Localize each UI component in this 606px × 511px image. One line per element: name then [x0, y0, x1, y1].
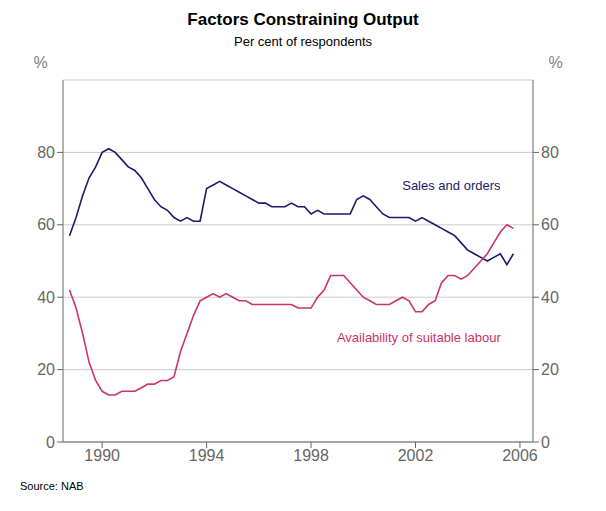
svg-text:80: 80 — [541, 144, 559, 161]
svg-text:60: 60 — [541, 216, 559, 233]
svg-text:40: 40 — [37, 289, 55, 306]
svg-text:Availability of suitable labou: Availability of suitable labour — [337, 330, 501, 345]
svg-text:20: 20 — [37, 361, 55, 378]
svg-text:2002: 2002 — [398, 447, 434, 464]
svg-text:0: 0 — [541, 434, 550, 451]
html-text:Per cent of respondents: Per cent of respondents — [234, 34, 372, 49]
svg-text:20: 20 — [541, 361, 559, 378]
html-text:Source: NAB: Source: NAB — [20, 480, 84, 492]
html-text:Factors Constraining Output: Factors Constraining Output — [187, 10, 419, 29]
svg-text:0: 0 — [46, 434, 55, 451]
svg-text:1994: 1994 — [189, 447, 225, 464]
svg-text:Sales and orders: Sales and orders — [402, 178, 501, 193]
svg-text:%: % — [33, 54, 47, 71]
svg-text:1990: 1990 — [84, 447, 120, 464]
svg-text:80: 80 — [37, 144, 55, 161]
svg-text:40: 40 — [541, 289, 559, 306]
svg-text:1998: 1998 — [293, 447, 329, 464]
svg-text:2006: 2006 — [502, 447, 538, 464]
svg-text:60: 60 — [37, 216, 55, 233]
svg-text:%: % — [548, 54, 562, 71]
